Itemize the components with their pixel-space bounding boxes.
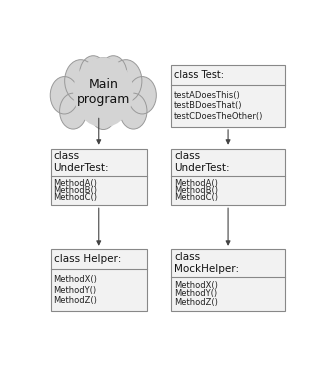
Ellipse shape xyxy=(65,60,97,102)
Text: MethodY(): MethodY() xyxy=(174,289,217,298)
Text: MethodA(): MethodA() xyxy=(53,179,98,188)
Ellipse shape xyxy=(128,77,156,114)
Ellipse shape xyxy=(60,93,87,129)
Text: class
UnderTest:: class UnderTest: xyxy=(53,151,109,173)
Bar xyxy=(171,65,285,127)
Text: testBDoesThat(): testBDoesThat() xyxy=(174,101,243,110)
Text: Main
program: Main program xyxy=(76,79,130,106)
Ellipse shape xyxy=(110,60,142,102)
Text: class Test:: class Test: xyxy=(174,70,224,80)
Ellipse shape xyxy=(90,96,116,129)
Text: MethodZ(): MethodZ() xyxy=(53,296,98,305)
Ellipse shape xyxy=(80,56,107,92)
Text: class
MockHelper:: class MockHelper: xyxy=(174,252,239,274)
Text: MethodB(): MethodB() xyxy=(53,186,98,195)
Text: MethodX(): MethodX() xyxy=(174,281,218,290)
Ellipse shape xyxy=(73,58,133,127)
Bar xyxy=(171,148,285,205)
Text: MethodB(): MethodB() xyxy=(174,186,218,195)
Bar xyxy=(51,148,147,205)
Text: MethodZ(): MethodZ() xyxy=(174,298,218,307)
Text: MethodA(): MethodA() xyxy=(174,179,218,188)
Text: class
UnderTest:: class UnderTest: xyxy=(174,151,230,173)
Text: testCDoesTheOther(): testCDoesTheOther() xyxy=(174,112,263,121)
Text: MethodC(): MethodC() xyxy=(53,193,98,202)
Ellipse shape xyxy=(83,58,124,113)
Text: MethodY(): MethodY() xyxy=(53,286,97,295)
Bar xyxy=(51,249,147,311)
Text: class Helper:: class Helper: xyxy=(53,254,121,264)
Text: MethodX(): MethodX() xyxy=(53,275,98,284)
Bar xyxy=(171,249,285,311)
Ellipse shape xyxy=(50,77,78,114)
Ellipse shape xyxy=(100,56,127,92)
Text: testADoesThis(): testADoesThis() xyxy=(174,91,241,100)
Ellipse shape xyxy=(120,93,147,129)
Text: MethodC(): MethodC() xyxy=(174,193,218,202)
